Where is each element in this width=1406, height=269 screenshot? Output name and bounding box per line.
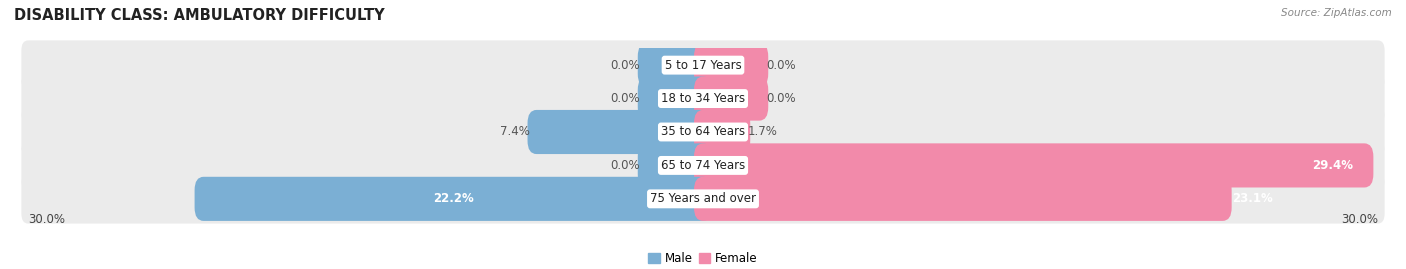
FancyBboxPatch shape bbox=[638, 143, 711, 187]
FancyBboxPatch shape bbox=[695, 110, 751, 154]
FancyBboxPatch shape bbox=[695, 43, 768, 87]
Text: 5 to 17 Years: 5 to 17 Years bbox=[665, 59, 741, 72]
Text: 30.0%: 30.0% bbox=[1341, 213, 1378, 226]
Text: 35 to 64 Years: 35 to 64 Years bbox=[661, 126, 745, 139]
Text: 0.0%: 0.0% bbox=[610, 59, 640, 72]
FancyBboxPatch shape bbox=[194, 177, 711, 221]
Text: 23.1%: 23.1% bbox=[1232, 192, 1272, 205]
Text: 30.0%: 30.0% bbox=[28, 213, 65, 226]
FancyBboxPatch shape bbox=[527, 110, 711, 154]
FancyBboxPatch shape bbox=[638, 43, 711, 87]
Text: 75 Years and over: 75 Years and over bbox=[650, 192, 756, 205]
Text: 7.4%: 7.4% bbox=[501, 126, 530, 139]
Text: 1.7%: 1.7% bbox=[748, 126, 778, 139]
FancyBboxPatch shape bbox=[21, 40, 1385, 90]
Text: 29.4%: 29.4% bbox=[1312, 159, 1353, 172]
Text: 0.0%: 0.0% bbox=[766, 92, 796, 105]
Text: 0.0%: 0.0% bbox=[610, 159, 640, 172]
Text: Source: ZipAtlas.com: Source: ZipAtlas.com bbox=[1281, 8, 1392, 18]
Text: 22.2%: 22.2% bbox=[433, 192, 474, 205]
Text: 65 to 74 Years: 65 to 74 Years bbox=[661, 159, 745, 172]
Legend: Male, Female: Male, Female bbox=[644, 247, 762, 269]
FancyBboxPatch shape bbox=[21, 141, 1385, 190]
FancyBboxPatch shape bbox=[695, 76, 768, 121]
FancyBboxPatch shape bbox=[21, 107, 1385, 157]
FancyBboxPatch shape bbox=[695, 143, 1374, 187]
FancyBboxPatch shape bbox=[695, 177, 1232, 221]
FancyBboxPatch shape bbox=[638, 76, 711, 121]
Text: 0.0%: 0.0% bbox=[610, 92, 640, 105]
Text: DISABILITY CLASS: AMBULATORY DIFFICULTY: DISABILITY CLASS: AMBULATORY DIFFICULTY bbox=[14, 8, 385, 23]
FancyBboxPatch shape bbox=[21, 74, 1385, 123]
FancyBboxPatch shape bbox=[21, 174, 1385, 224]
Text: 0.0%: 0.0% bbox=[766, 59, 796, 72]
Text: 18 to 34 Years: 18 to 34 Years bbox=[661, 92, 745, 105]
